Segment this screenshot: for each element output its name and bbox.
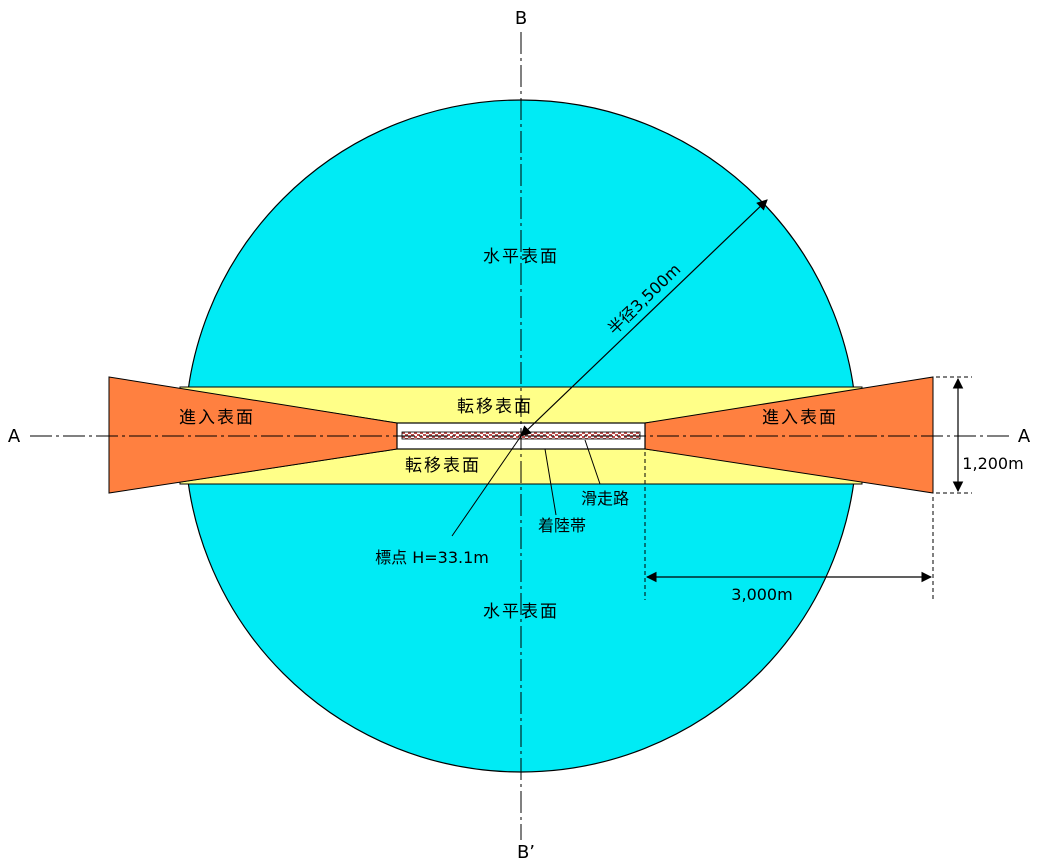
transitional-surface-top-label: 転移表面 (457, 397, 533, 417)
touchdown-zone-leader (544, 448, 557, 516)
transitional-surface-bottom-label: 転移表面 (405, 456, 481, 476)
runway-label: 滑走路 (581, 489, 629, 508)
axis-b-bottom-label: B’ (517, 842, 535, 862)
horizontal-surface-top-label: 水平表面 (483, 247, 559, 267)
radius-arrow (520, 199, 768, 437)
reference-point-leader (451, 435, 522, 537)
runway-leader (584, 439, 601, 485)
axis-a-left-label: A (8, 426, 21, 447)
approach-surface-left-label: 進入表面 (179, 408, 255, 428)
approach-length-label: 3,000m (731, 585, 792, 604)
reference-point-label: 標点 H=33.1m (375, 548, 489, 567)
axis-a-right-label: A (1018, 426, 1031, 447)
approach-width-label: 1,200m (962, 454, 1023, 473)
axis-b-top-label: B (515, 8, 527, 29)
touchdown-zone-label: 着陸帯 (538, 516, 586, 535)
horizontal-surface-bottom-label: 水平表面 (483, 602, 559, 622)
approach-surface-right-label: 進入表面 (762, 408, 838, 428)
